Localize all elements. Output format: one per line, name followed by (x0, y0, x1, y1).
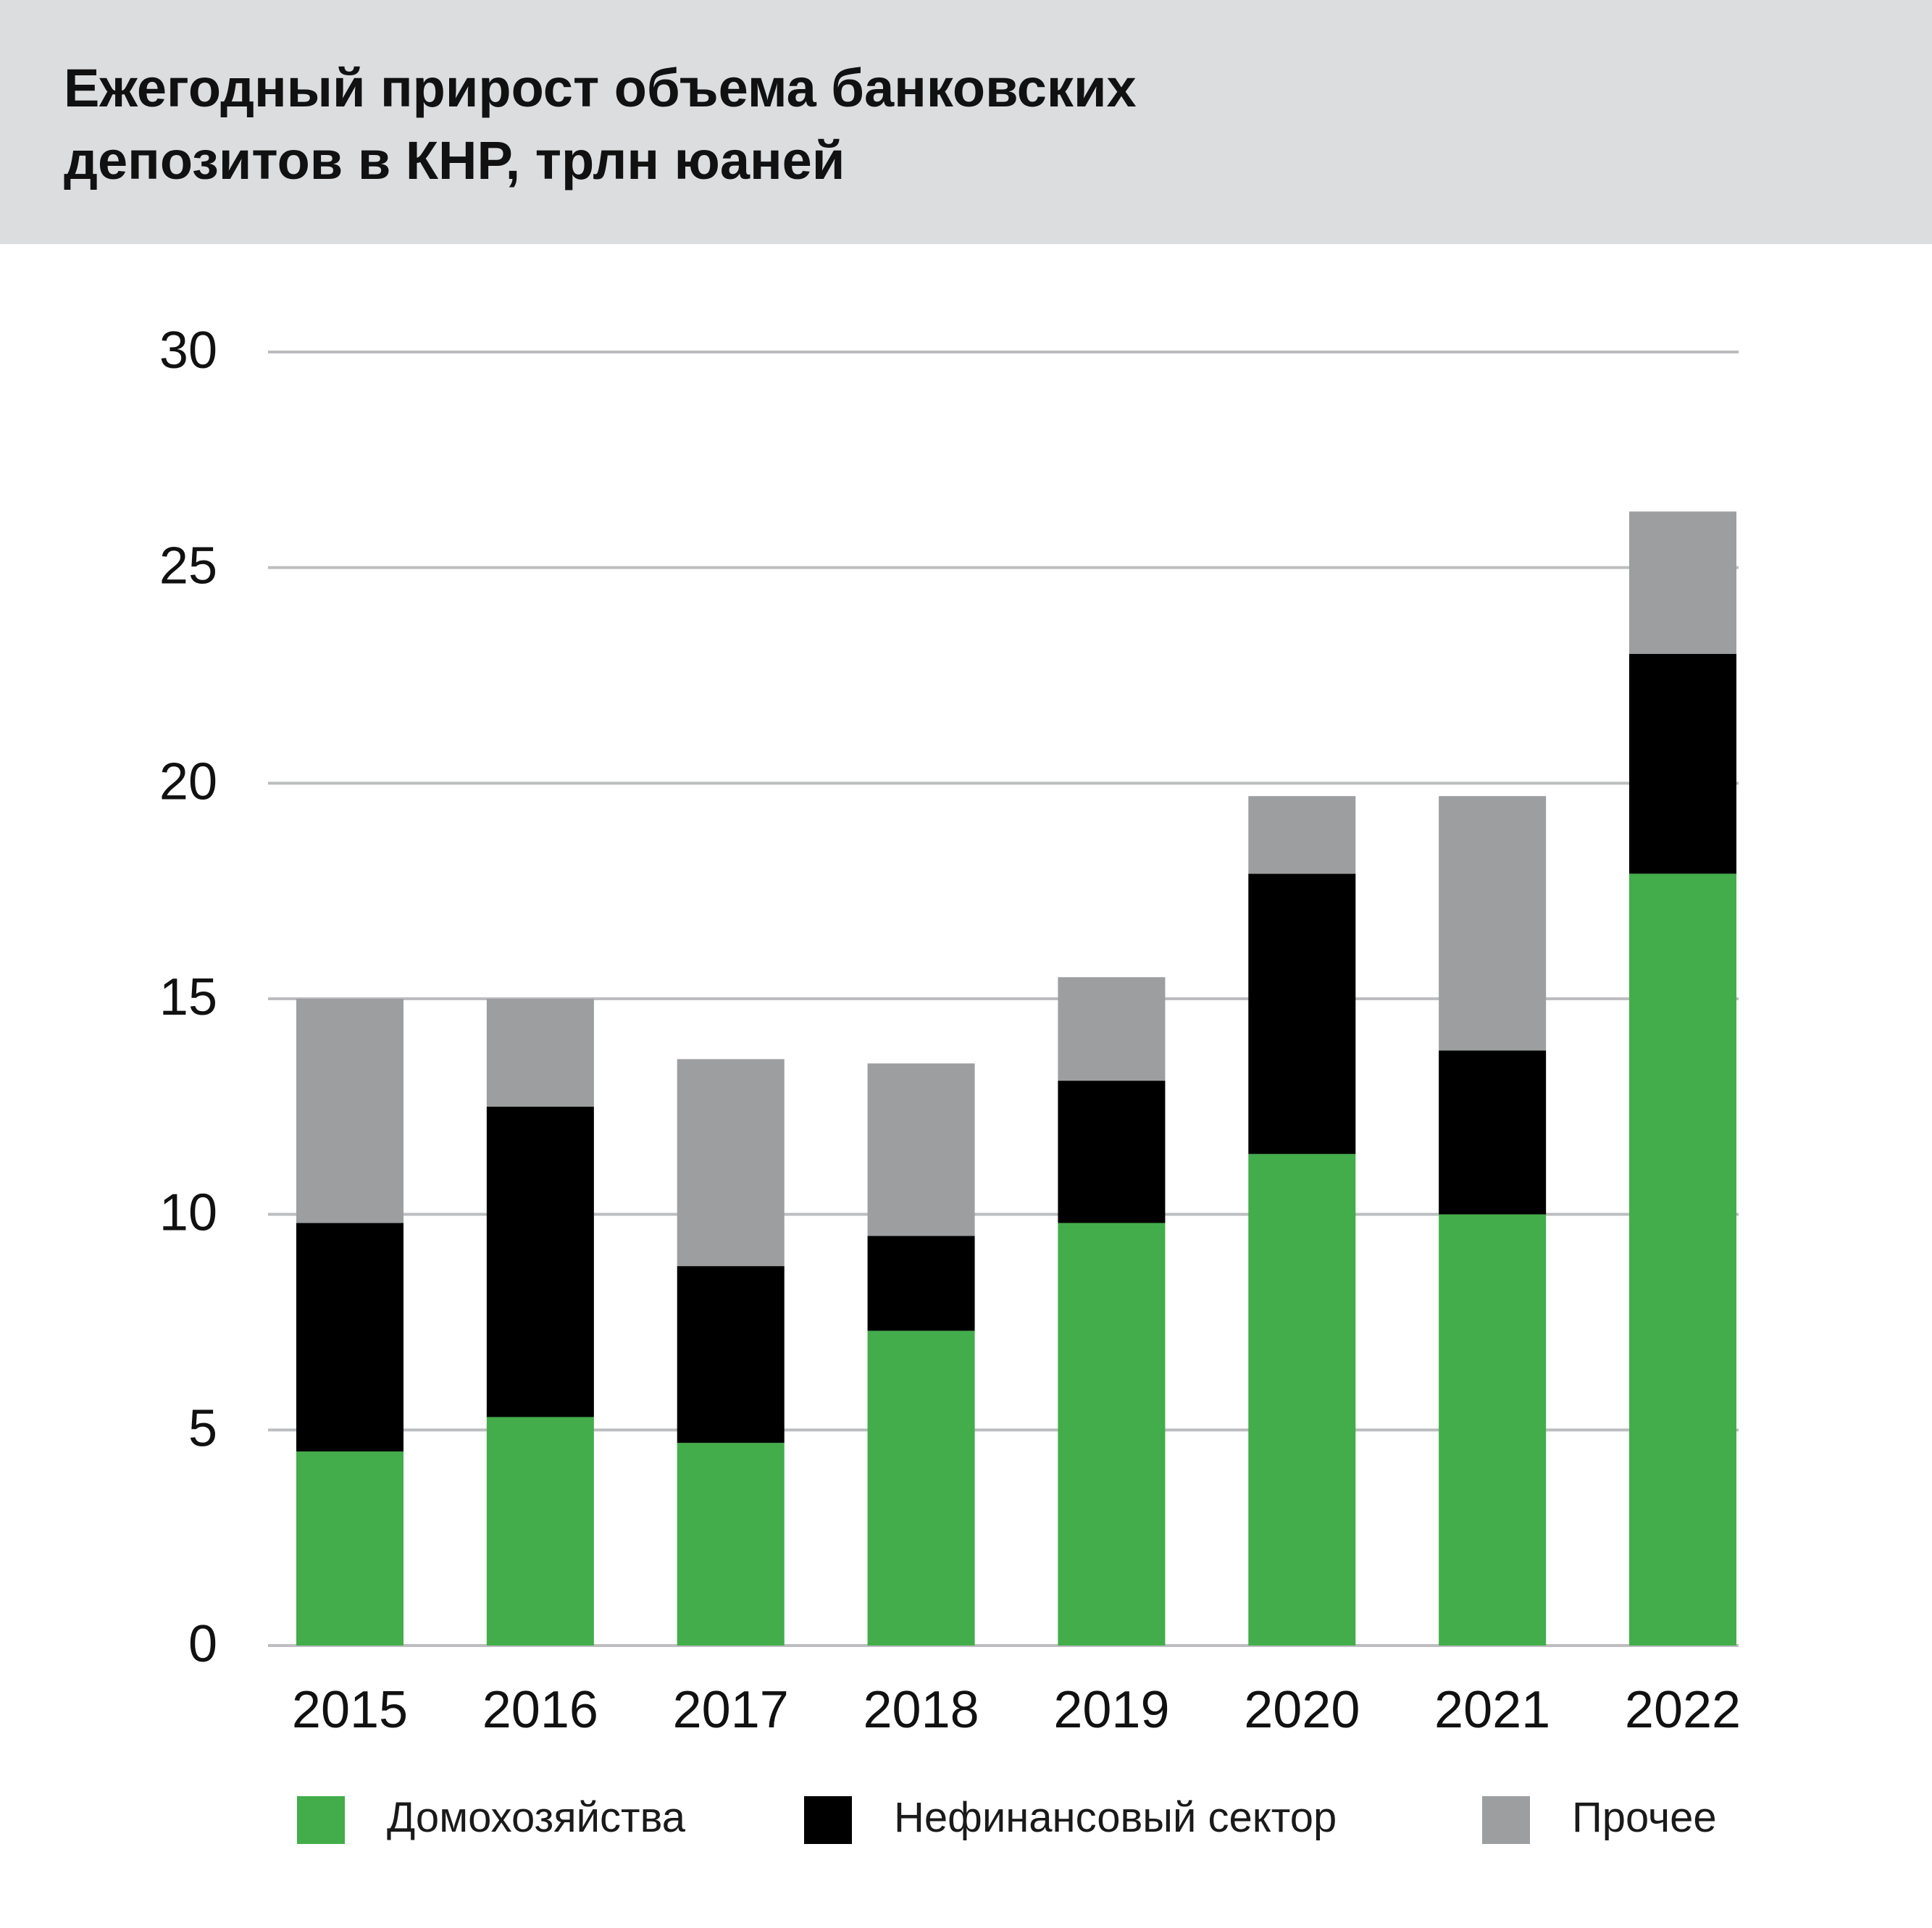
bar-2022-series-1 (1629, 653, 1736, 874)
bar-2018-series-1 (867, 1236, 975, 1331)
bar-2017-series-0 (677, 1443, 785, 1646)
bar-2021-series-1 (1439, 1050, 1547, 1215)
bar-2019-series-1 (1058, 1081, 1166, 1223)
y-tick-label-20: 20 (159, 753, 217, 810)
chart-title-line-2: депозитов в КНР, трлн юаней (64, 130, 845, 190)
y-tick-label-15: 15 (159, 968, 217, 1026)
bar-2020-series-2 (1248, 796, 1356, 874)
x-tick-label-2019: 2019 (1053, 1681, 1169, 1739)
y-tick-label-30: 30 (159, 322, 217, 380)
x-tick-label-2018: 2018 (863, 1681, 979, 1739)
chart-legend: Домохозяйства Нефинансовый сектор Прочее (0, 1789, 1932, 1847)
bar-2016-series-1 (486, 1106, 594, 1417)
x-tick-label-2017: 2017 (673, 1681, 789, 1739)
x-tick-label-2020: 2020 (1244, 1681, 1360, 1739)
bar-2018-series-2 (867, 1063, 975, 1236)
x-tick-label-2015: 2015 (292, 1681, 408, 1739)
x-tick-label-2016: 2016 (482, 1681, 598, 1739)
bar-2021-series-0 (1439, 1214, 1547, 1646)
x-tick-label-2021: 2021 (1434, 1681, 1550, 1739)
bar-2015-series-0 (296, 1451, 403, 1646)
bar-2015-series-2 (296, 999, 403, 1223)
y-tick-label-0: 0 (188, 1615, 217, 1673)
legend-label-other: Прочее (1572, 1794, 1717, 1841)
y-tick-label-10: 10 (159, 1184, 217, 1242)
bar-2016-series-2 (486, 999, 594, 1107)
bar-2021-series-2 (1439, 796, 1547, 1051)
y-tick-label-25: 25 (159, 537, 217, 595)
legend-swatch-households (297, 1796, 345, 1844)
stacked-bar-chart: 0 5 10 15 20 25 30 2015 2016 2017 2018 2019 2020 2021… (159, 322, 1741, 1739)
bar-2018-series-0 (867, 1330, 975, 1646)
bar-2019-series-2 (1058, 977, 1166, 1081)
chart-title-line-1: Ежегодный прирост объема банковских (64, 58, 1137, 118)
bar-2020-series-0 (1248, 1154, 1356, 1646)
y-tick-label-5: 5 (188, 1399, 217, 1457)
bar-2016-series-0 (486, 1417, 594, 1646)
bar-2015-series-1 (296, 1223, 403, 1452)
legend-label-nonfinancial: Нефинансовый сектор (894, 1794, 1337, 1841)
bar-2017-series-1 (677, 1266, 785, 1443)
x-tick-label-2022: 2022 (1625, 1681, 1741, 1739)
legend-swatch-other (1482, 1796, 1530, 1844)
bar-2020-series-1 (1248, 873, 1356, 1154)
legend-swatch-nonfinancial (804, 1796, 852, 1844)
bar-2019-series-0 (1058, 1223, 1166, 1646)
bar-2022-series-2 (1629, 511, 1736, 654)
header-banner: Ежегодный прирост объема банковских депо… (0, 0, 1932, 244)
bar-2017-series-2 (677, 1059, 785, 1267)
legend-label-households: Домохозяйства (387, 1794, 686, 1841)
chart-title: Ежегодный прирост объема банковских депо… (64, 52, 1440, 197)
bar-2022-series-0 (1629, 873, 1736, 1646)
